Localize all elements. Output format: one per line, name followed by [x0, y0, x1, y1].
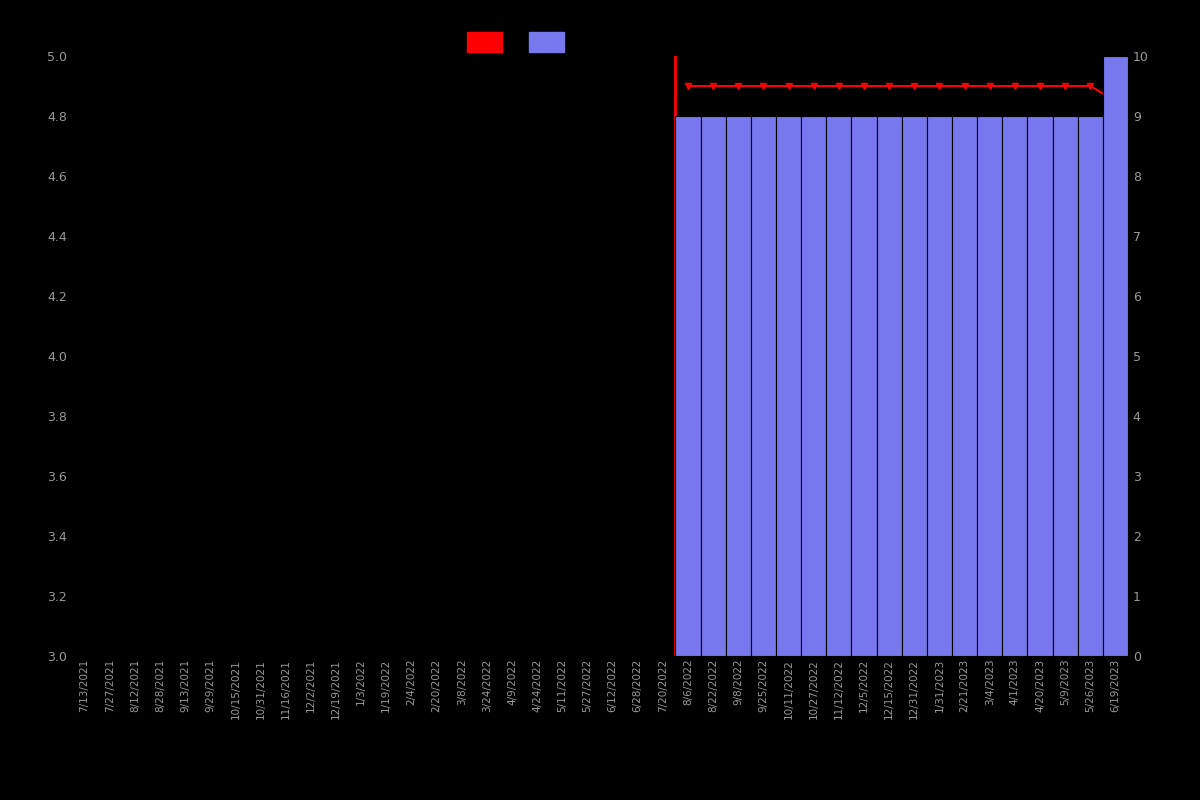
Bar: [876, 116, 901, 656]
Bar: [1002, 116, 1027, 656]
Bar: [751, 116, 776, 656]
Bar: [802, 116, 827, 656]
Bar: [926, 116, 952, 656]
Bar: [901, 116, 926, 656]
Bar: [1052, 116, 1078, 656]
Bar: [776, 116, 802, 656]
Bar: [952, 116, 977, 656]
Bar: [701, 116, 726, 656]
Bar: [726, 116, 751, 656]
Bar: [827, 116, 852, 656]
Bar: [977, 116, 1002, 656]
Bar: [1078, 116, 1103, 656]
Legend: , : ,: [461, 27, 570, 58]
Bar: [852, 116, 876, 656]
Bar: [1027, 116, 1052, 656]
Bar: [1103, 56, 1128, 656]
Bar: [676, 116, 701, 656]
